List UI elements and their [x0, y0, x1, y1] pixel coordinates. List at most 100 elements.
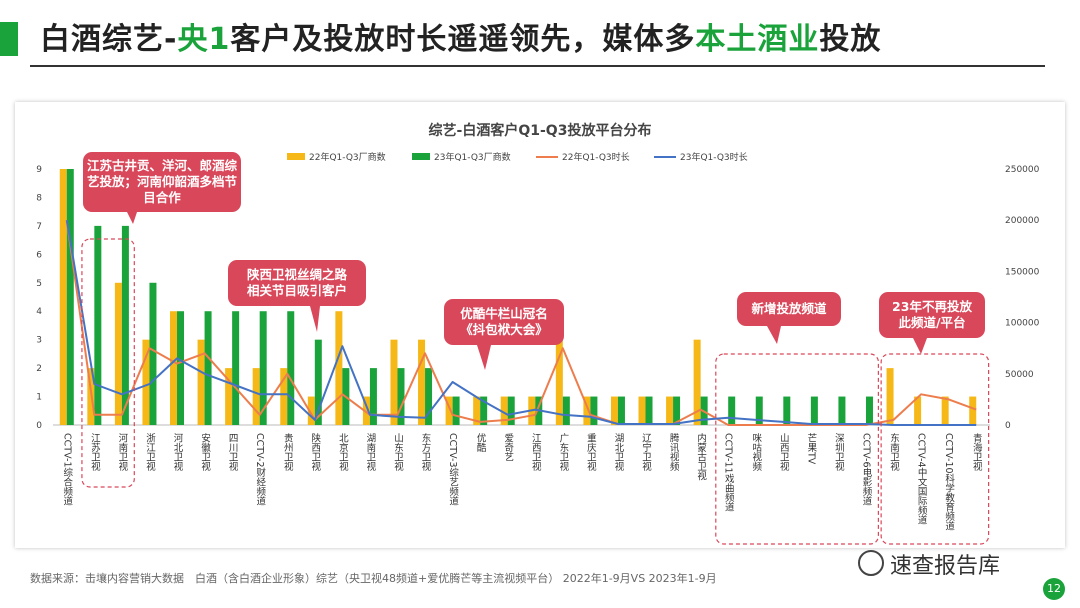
y-right-tick: 150000	[1005, 267, 1040, 277]
y-left-tick: 8	[36, 193, 42, 203]
x-tick-label: 湖北卫视	[612, 433, 624, 472]
bar-22	[225, 368, 233, 425]
bar-22	[610, 396, 618, 425]
y-left-tick: 2	[36, 364, 42, 374]
bar-23	[562, 396, 570, 425]
bar-23	[94, 225, 102, 425]
bar-23	[204, 311, 212, 425]
x-tick-label: 河南卫视	[116, 432, 128, 472]
x-tick-label: 江西卫视	[530, 433, 542, 472]
bar-22	[418, 339, 426, 425]
legend-swatch-1	[412, 153, 430, 160]
callout-text: 江苏古井贡、洋河、郎酒综	[87, 158, 238, 173]
callout-text: 目合作	[143, 190, 181, 205]
bar-23	[645, 396, 653, 425]
y-left-tick: 7	[36, 222, 42, 232]
bar-22	[969, 396, 977, 425]
legend-swatch-0	[287, 153, 305, 160]
callout-pointer-1	[310, 306, 320, 332]
bar-22	[445, 396, 453, 425]
bar-23	[590, 396, 598, 425]
line-series-23	[65, 220, 977, 426]
bar-23	[452, 396, 460, 425]
legend-label-2: 22年Q1-Q3时长	[562, 151, 630, 163]
x-tick-label: 东方卫视	[420, 432, 432, 472]
callout-pointer-4	[913, 338, 927, 354]
chart-panel: 综艺-白酒客户Q1-Q3投放平台分布 22年Q1-Q3厂商数 23年Q1-Q3厂商数…	[15, 102, 1065, 548]
bar-22	[390, 339, 398, 425]
x-tick-label: 安徽卫视	[199, 432, 211, 472]
callout-box-1	[228, 260, 366, 306]
bar-22	[666, 396, 674, 425]
x-tick-label: 河北卫视	[172, 432, 184, 472]
bar-23	[480, 396, 488, 425]
watermark-text: 速查报告库	[890, 554, 1001, 579]
x-tick-label: 咪咕视频	[750, 433, 762, 472]
bar-23	[507, 396, 515, 425]
x-tick-label: 腾讯视频	[668, 432, 680, 472]
x-tick-label: CCTV-4中文国际频道	[916, 433, 928, 525]
callout-pointer-0	[127, 212, 137, 224]
page-number: 12	[1043, 578, 1065, 600]
bar-23	[121, 225, 129, 425]
bar-22	[335, 311, 343, 425]
x-tick-label: CCTV-2财经频道	[254, 433, 266, 506]
x-tick-label: 陕西卫视	[309, 432, 321, 472]
bar-23	[149, 282, 157, 425]
bar-23	[314, 339, 322, 425]
x-tick-label: 青海卫视	[971, 432, 983, 472]
y-right-tick: 0	[1005, 421, 1011, 431]
bar-23	[287, 311, 295, 425]
bar-22	[59, 169, 67, 425]
y-left-tick: 9	[36, 165, 42, 175]
x-tick-label: CCTV-6电影频道	[860, 433, 872, 506]
wechat-icon	[858, 550, 884, 576]
bar-22	[280, 368, 288, 425]
title-part-0: 白酒综艺-	[40, 22, 178, 57]
x-tick-label: 江苏卫视	[89, 433, 101, 472]
callout-text: 新增投放频道	[751, 301, 827, 316]
bar-23	[617, 396, 625, 425]
bar-22	[941, 396, 949, 425]
highlight-box-1	[715, 353, 879, 545]
bar-23	[783, 396, 791, 425]
callout-text: 艺投放；河南仰韶酒多档节	[87, 174, 238, 189]
x-tick-label: 浙江卫视	[144, 432, 156, 472]
bar-23	[810, 396, 818, 425]
title-part-1: 央1	[177, 22, 231, 57]
callout-box-2	[444, 299, 564, 345]
x-tick-label: 芒果TV	[805, 432, 817, 464]
bar-22	[197, 339, 205, 425]
bar-23	[232, 311, 240, 425]
bar-22	[307, 396, 315, 425]
x-tick-label: 四川卫视	[227, 433, 239, 472]
x-tick-label: 内蒙古卫视	[695, 432, 707, 481]
bar-22	[362, 396, 370, 425]
bar-22	[473, 396, 481, 425]
title-accent-bar	[0, 22, 18, 56]
bar-23	[728, 396, 736, 425]
x-tick-label: 辽宁卫视	[640, 432, 652, 472]
y-right-tick: 50000	[1005, 370, 1034, 380]
callout-text: 相关节目吸引客户	[247, 283, 347, 298]
bar-23	[838, 396, 846, 425]
x-tick-label: CCTV-11戏曲频道	[723, 433, 735, 512]
x-tick-label: 山西卫视	[778, 433, 790, 472]
bar-23	[673, 396, 681, 425]
y-left-tick: 3	[36, 336, 42, 346]
bar-23	[66, 169, 74, 425]
callout-text: 优酷牛栏山冠名	[460, 306, 548, 321]
callout-pointer-2	[477, 345, 491, 370]
bar-22	[693, 339, 701, 425]
bar-22	[114, 282, 122, 425]
y-left-tick: 4	[36, 307, 42, 317]
bar-22	[555, 339, 563, 425]
bar-22	[142, 339, 150, 425]
legend-label-1: 23年Q1-Q3厂商数	[434, 151, 511, 163]
bar-22	[886, 368, 894, 425]
x-tick-label: 贵州卫视	[282, 432, 294, 472]
callout-text: 《抖包袱大会》	[460, 322, 548, 337]
title-part-3: 本土酒业	[695, 22, 820, 57]
x-tick-label: CCTV-1综合频道	[61, 433, 73, 506]
highlight-box-0	[81, 238, 135, 488]
